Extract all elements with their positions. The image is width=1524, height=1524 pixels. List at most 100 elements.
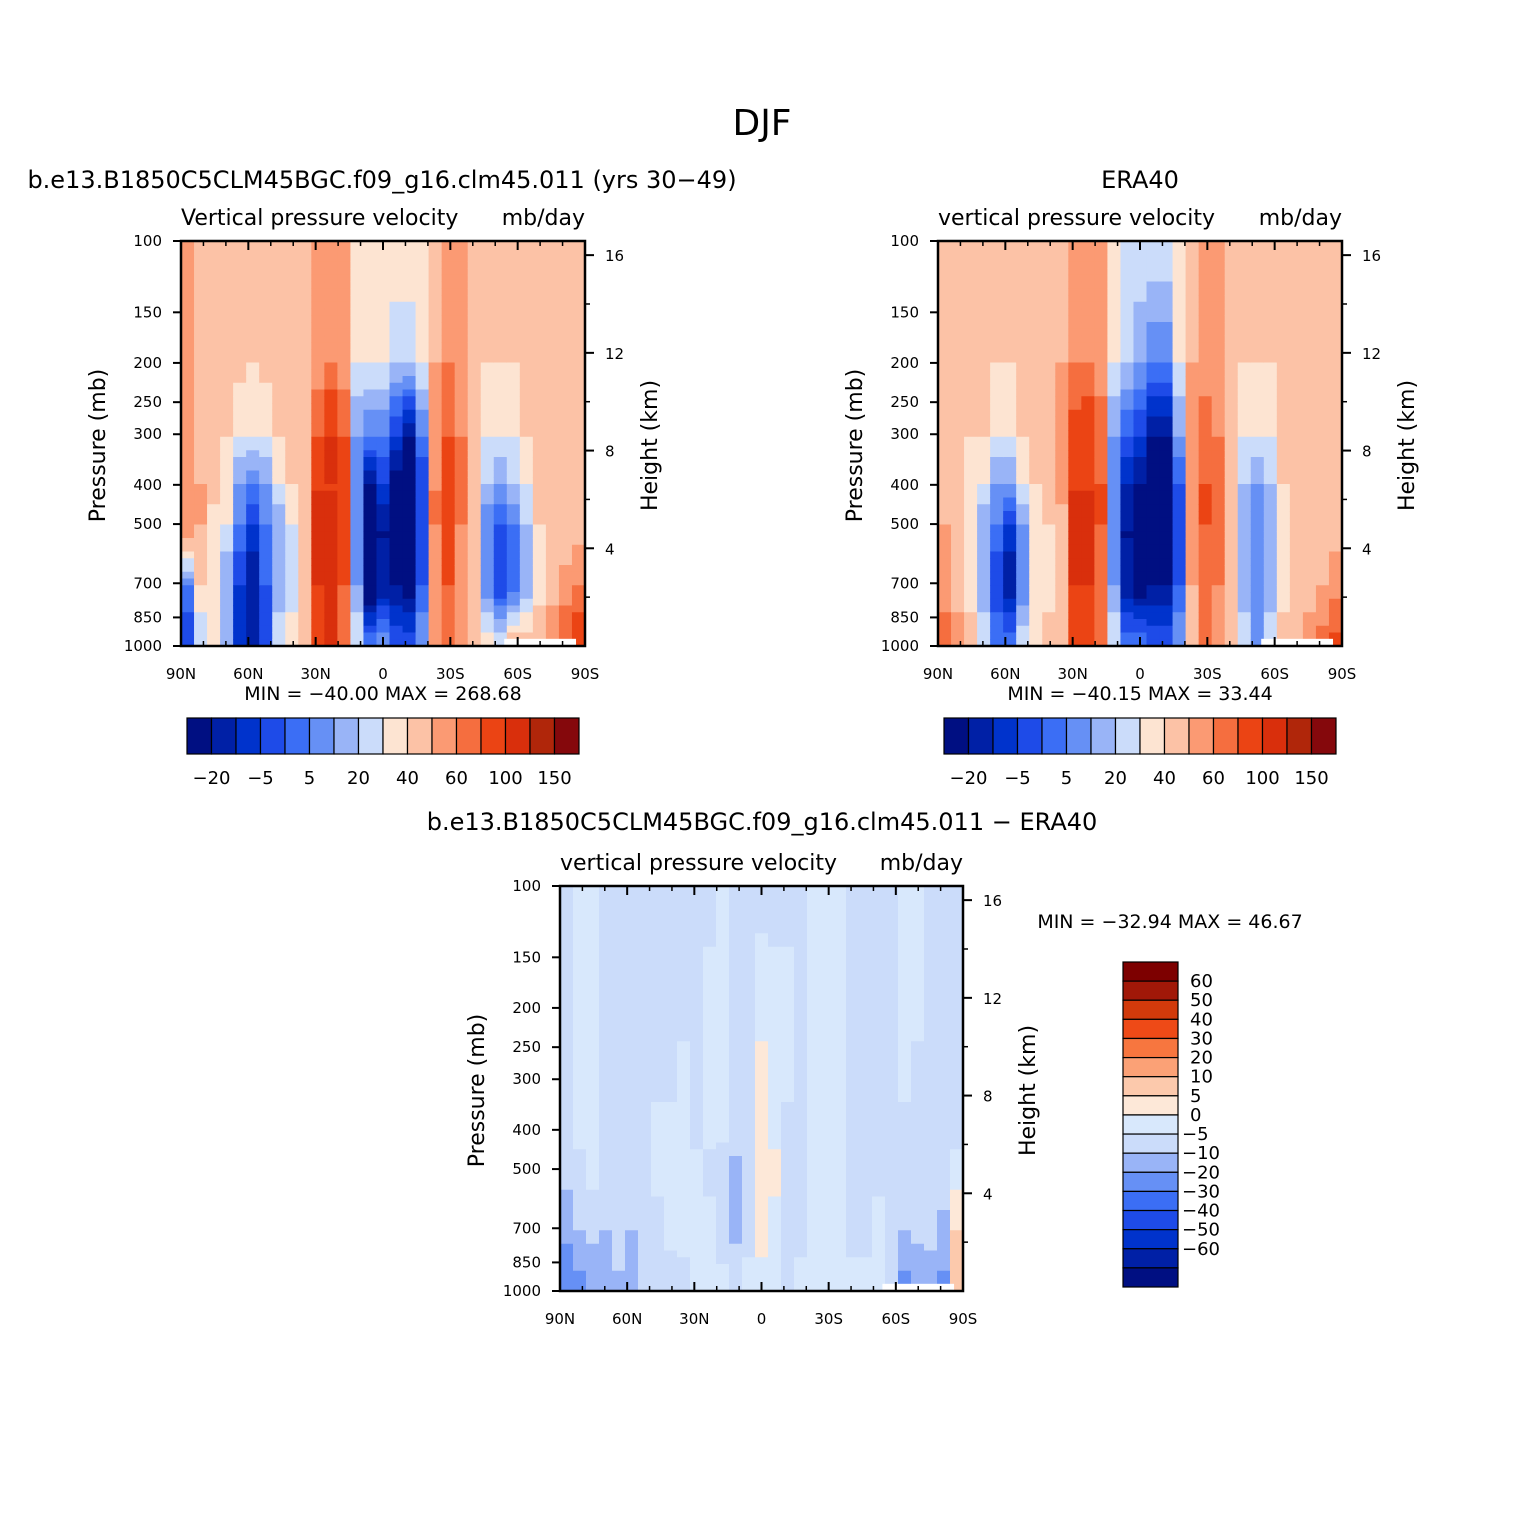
contour-cell [651, 1230, 665, 1238]
contour-cell [651, 980, 665, 988]
contour-cell [181, 470, 195, 478]
contour-cell [1133, 457, 1148, 465]
contour-cell [428, 639, 443, 647]
contour-cell [415, 531, 430, 539]
contour-cell [664, 913, 678, 921]
contour-cell [1250, 423, 1265, 431]
contour-cell [246, 524, 260, 532]
contour-cell [519, 484, 534, 492]
contour-cell [545, 349, 560, 357]
contour-cell [480, 261, 495, 269]
contour-cell [1029, 517, 1043, 526]
contour-cell [1328, 551, 1343, 559]
contour-cell [1159, 247, 1174, 256]
contour-cell [1016, 551, 1030, 559]
x-tick-label: 30N [301, 665, 331, 683]
contour-cell [1224, 558, 1239, 566]
contour-cell [1042, 409, 1056, 418]
contour-cell [560, 1102, 574, 1110]
contour-cell [1003, 369, 1017, 377]
contour-cell [781, 1149, 795, 1157]
contour-cell [506, 254, 521, 262]
contour-cell [1081, 430, 1095, 438]
contour-cell [246, 342, 260, 350]
contour-cell [545, 524, 560, 532]
contour-cell [1289, 538, 1304, 546]
contour-cell [1159, 241, 1174, 249]
contour-cell [324, 281, 338, 289]
contour-cell [181, 605, 195, 613]
contour-cell [573, 1250, 587, 1258]
contour-cell [638, 1196, 652, 1204]
contour-cell [194, 551, 208, 559]
contour-cell [519, 538, 534, 546]
x-tick-label: 30S [436, 665, 465, 683]
contour-cell [1016, 355, 1030, 364]
contour-cell [532, 376, 547, 384]
contour-cell [586, 886, 600, 894]
contour-cell [571, 571, 586, 580]
contour-cell [716, 1068, 730, 1076]
contour-cell [480, 254, 495, 262]
contour-cell [612, 1237, 626, 1245]
contour-cell [545, 551, 560, 559]
contour-cell [1003, 322, 1017, 330]
contour-cell [246, 335, 260, 343]
contour-cell [493, 524, 508, 532]
contour-cell [441, 470, 456, 478]
contour-cell [1081, 247, 1095, 256]
contour-cell [454, 376, 469, 384]
contour-cell [690, 1223, 704, 1231]
contour-cell [990, 578, 1004, 586]
contour-cell [259, 261, 273, 269]
contour-cell [532, 362, 547, 370]
contour-cell [664, 1048, 678, 1056]
contour-cell [677, 926, 691, 934]
contour-cell [207, 315, 221, 323]
contour-cell [599, 1108, 613, 1117]
contour-cell [1198, 497, 1213, 505]
y-tick-label: 250 [890, 393, 919, 411]
contour-cell [703, 892, 717, 901]
contour-cell [1302, 409, 1317, 418]
contour-cell [625, 1081, 639, 1090]
contour-cell [586, 1075, 600, 1083]
contour-cell [1081, 342, 1095, 350]
contour-cell [664, 1216, 678, 1225]
contour-cell [1263, 342, 1278, 350]
contour-cell [363, 423, 378, 431]
contour-cell [246, 322, 260, 330]
contour-cell [1276, 376, 1291, 384]
contour-cell [716, 960, 730, 968]
contour-cell [1237, 409, 1252, 418]
contour-cell [1263, 463, 1278, 472]
contour-cell [376, 423, 391, 431]
contour-cell [716, 1014, 730, 1022]
contour-cell [1042, 268, 1056, 276]
contour-cell [664, 1142, 678, 1150]
contour-cell [625, 1250, 639, 1258]
contour-cell [246, 403, 260, 411]
contour-cell [1029, 585, 1043, 593]
contour-cell [350, 450, 365, 458]
contour-cell [573, 906, 587, 914]
contour-cell [1107, 565, 1122, 573]
contour-cell [1328, 612, 1343, 620]
contour-cell [181, 335, 195, 343]
contour-cell [638, 953, 652, 961]
contour-cell [363, 531, 378, 539]
contour-cell [560, 899, 574, 907]
contour-cell [1224, 484, 1239, 492]
contour-cell [285, 477, 299, 485]
contour-cell [558, 578, 573, 586]
contour-cell [1328, 376, 1343, 384]
contour-cell [625, 1115, 639, 1123]
contour-cell [1289, 625, 1304, 634]
contour-cell [415, 423, 430, 431]
contour-cell [311, 544, 325, 553]
contour-cell [977, 261, 991, 269]
contour-cell [1094, 585, 1109, 593]
contour-cell [324, 308, 338, 316]
contour-cell [1237, 592, 1252, 600]
contour-cell [285, 511, 299, 519]
